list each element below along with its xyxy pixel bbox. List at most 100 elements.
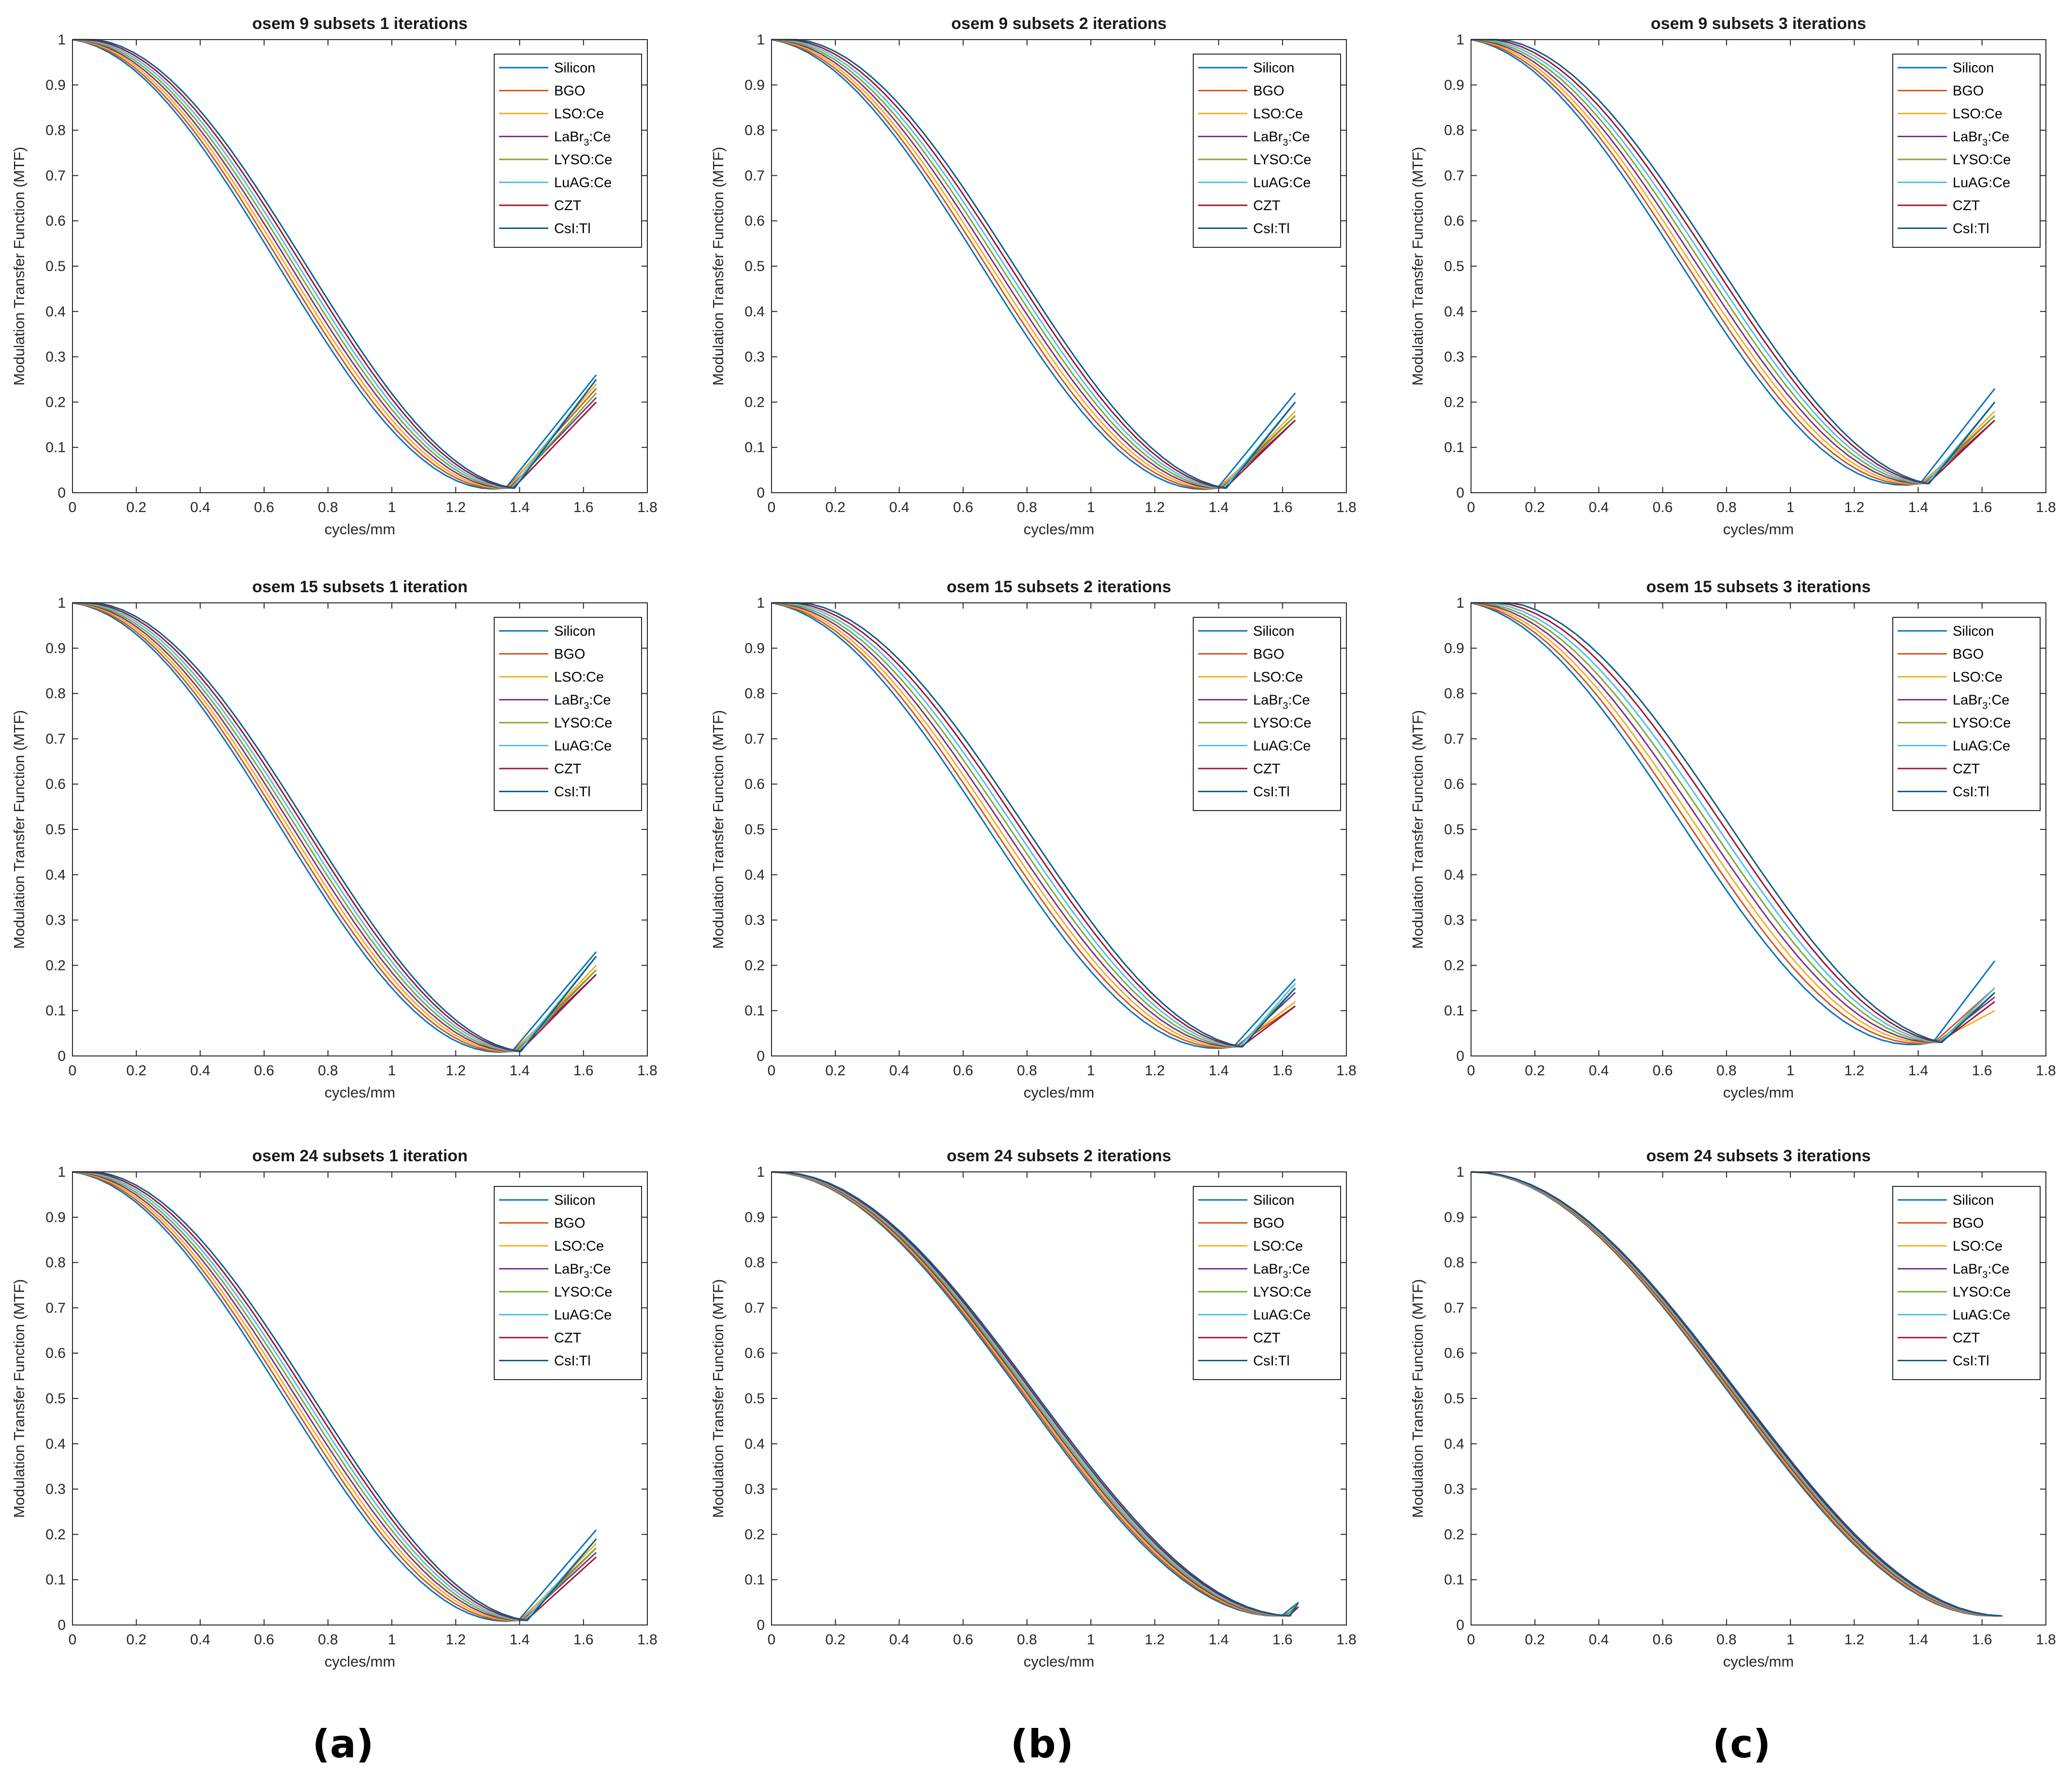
x-tick-label: 0 <box>768 1632 776 1648</box>
legend-entry: CsI:Tl <box>1953 784 1989 800</box>
chart-panel-1: 0 0.2 0.4 0.6 0.8 1 1.2 1.4 1.6 1.8 0 0.1 0.2 0.3 0.4 0… <box>11 14 657 538</box>
legend-box <box>1193 617 1341 811</box>
legend: Silicon BGO LSO:Ce LaBr3:Ce LYSO:Ce LuAG:Ce CZ… <box>1193 1186 1341 1380</box>
x-tick-label: 1.6 <box>573 1063 594 1079</box>
legend-entry: BGO <box>554 1216 585 1231</box>
legend-entry: CZT <box>1253 198 1281 214</box>
series-line-silicon <box>1471 39 1996 486</box>
y-tick-label: 0.9 <box>1444 1210 1464 1226</box>
legend-box <box>1193 1186 1341 1380</box>
y-tick-label: 0.9 <box>45 1210 66 1226</box>
series-line-luag-ce <box>1471 39 1996 485</box>
legend-box <box>1892 1186 2041 1380</box>
legend-entry: BGO <box>1953 84 1984 99</box>
y-tick-label: 0.4 <box>45 304 66 320</box>
y-tick-label: 0.5 <box>744 1391 765 1407</box>
x-tick-label: 0.8 <box>1017 1632 1037 1648</box>
legend: Silicon BGO LSO:Ce LaBr3:Ce LYSO:Ce LuAG:Ce CZ… <box>1892 617 2041 811</box>
x-tick-label: 0.4 <box>889 499 910 515</box>
legend-entry: Silicon <box>554 624 595 639</box>
y-tick-label: 0.5 <box>45 822 66 838</box>
y-tick-label: 0.1 <box>744 1572 765 1588</box>
panel-label: (a) <box>312 1722 373 1767</box>
legend-entry: Silicon <box>1953 60 1994 76</box>
x-tick-label: 1 <box>1087 1063 1095 1079</box>
legend-entry: LYSO:Ce <box>554 715 612 731</box>
y-tick-label: 0 <box>1456 1048 1464 1064</box>
y-axis-label: Modulation Transfer Function (MTF) <box>11 710 28 949</box>
legend-entry: LuAG:Ce <box>1953 175 2010 191</box>
legend-entry: CZT <box>1953 761 1980 777</box>
legend-box <box>1892 617 2041 811</box>
y-tick-label: 0.4 <box>744 304 765 320</box>
x-axis-label: cycles/mm <box>325 1653 395 1670</box>
x-tick-label: 0.6 <box>254 1063 274 1079</box>
series-line-silicon <box>72 1171 597 1622</box>
x-tick-label: 1.2 <box>1144 499 1165 515</box>
y-tick-label: 0.1 <box>45 1003 66 1019</box>
legend-entry: LSO:Ce <box>1953 1239 2002 1254</box>
x-tick-label: 0.8 <box>1017 1063 1037 1079</box>
y-tick-label: 0.8 <box>45 123 66 139</box>
x-tick-label: 1.2 <box>445 1063 466 1079</box>
legend-box <box>1193 54 1341 248</box>
legend-entry: Silicon <box>1953 1193 1994 1208</box>
x-tick-label: 1.8 <box>637 1632 657 1648</box>
legend-box <box>494 54 642 248</box>
legend: Silicon BGO LSO:Ce LaBr3:Ce LYSO:Ce LuAG:Ce CZ… <box>1892 1186 2041 1380</box>
y-tick-label: 0.7 <box>45 168 66 184</box>
y-tick-label: 0.3 <box>45 912 66 928</box>
y-tick-label: 0 <box>57 485 66 501</box>
x-tick-label: 1.8 <box>1336 1063 1357 1079</box>
x-tick-label: 1 <box>388 499 396 515</box>
y-tick-label: 0.2 <box>1444 394 1464 410</box>
legend-entry: LaBr3:Ce <box>1253 693 1310 712</box>
x-tick-label: 0.8 <box>1716 499 1737 515</box>
y-tick-label: 1 <box>757 1164 765 1180</box>
series-line-lso-ce <box>1471 39 1996 485</box>
legend-box <box>494 617 642 811</box>
x-tick-label: 0.6 <box>953 1063 973 1079</box>
chart-panel-4: 0 0.2 0.4 0.6 0.8 1 1.2 1.4 1.6 1.8 0 0.1 0.2 0.3 0.4 0… <box>11 578 657 1101</box>
y-axis-label: Modulation Transfer Function (MTF) <box>710 1279 727 1518</box>
x-tick-label: 1.4 <box>510 1063 530 1079</box>
y-tick-label: 1 <box>57 32 66 48</box>
y-tick-label: 0.4 <box>744 1436 765 1452</box>
x-tick-label: 1.4 <box>1908 1632 1929 1648</box>
x-tick-label: 1.8 <box>2036 1632 2056 1648</box>
y-tick-label: 0.2 <box>45 394 66 410</box>
y-tick-label: 0.9 <box>744 77 765 93</box>
x-tick-label: 0.2 <box>1525 1632 1545 1648</box>
x-tick-label: 0.2 <box>126 1063 146 1079</box>
y-tick-label: 0.6 <box>744 213 765 229</box>
y-tick-label: 0 <box>1456 485 1464 501</box>
legend-entry: LuAG:Ce <box>554 175 612 191</box>
y-tick-label: 0.9 <box>45 77 66 93</box>
legend-entry: LuAG:Ce <box>554 1308 612 1323</box>
x-axis-label: cycles/mm <box>325 1084 395 1101</box>
legend-entry: Silicon <box>554 60 595 76</box>
y-tick-label: 1 <box>1456 1164 1464 1180</box>
y-tick-label: 0.5 <box>744 822 765 838</box>
series-line-luag-ce <box>772 602 1296 1048</box>
y-tick-label: 0.7 <box>1444 168 1464 184</box>
chart-title: osem 24 subsets 2 iterations <box>947 1147 1172 1165</box>
x-tick-label: 0.6 <box>254 1632 274 1648</box>
y-tick-label: 0.9 <box>744 641 765 656</box>
y-tick-label: 0.2 <box>45 1526 66 1542</box>
y-tick-label: 1 <box>57 1164 66 1180</box>
x-tick-label: 0.4 <box>1589 1632 1609 1648</box>
chart-panel-3: 0 0.2 0.4 0.6 0.8 1 1.2 1.4 1.6 1.8 0 0.1 0.2 0.3 0.4 0… <box>1409 14 2056 538</box>
y-tick-label: 0.8 <box>45 686 66 702</box>
y-tick-label: 0.4 <box>45 867 66 883</box>
y-tick-label: 0.8 <box>744 1255 765 1271</box>
y-tick-label: 0.3 <box>744 912 765 928</box>
legend-entry: LaBr3:Ce <box>1253 129 1310 148</box>
x-tick-label: 1.8 <box>2036 499 2056 515</box>
y-tick-label: 0.7 <box>45 1300 66 1316</box>
y-tick-label: 0.4 <box>1444 304 1464 320</box>
x-tick-label: 1.6 <box>1972 1632 1992 1648</box>
y-tick-label: 0.4 <box>1444 1436 1464 1452</box>
series-line-csi-tl <box>771 1171 1300 1617</box>
legend: Silicon BGO LSO:Ce LaBr3:Ce LYSO:Ce LuAG:Ce CZ… <box>494 1186 642 1380</box>
